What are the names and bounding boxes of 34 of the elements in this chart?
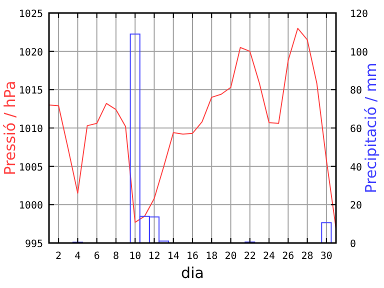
y-tick-label: 1010 <box>18 124 43 135</box>
x-tick-label: 16 <box>186 251 199 262</box>
x-tick-label: 30 <box>320 251 332 262</box>
y2-tick-label: 20 <box>350 200 362 212</box>
y2-tick-label: 40 <box>350 162 362 174</box>
x-tick-label: 14 <box>167 251 180 262</box>
y-tick-label: 1000 <box>18 200 43 212</box>
line-series <box>48 28 336 229</box>
y-tick-label: 1005 <box>18 162 43 174</box>
y-tick-label: 1015 <box>18 86 43 97</box>
x-tick-label: 6 <box>94 251 100 262</box>
x-tick-label: 2 <box>56 251 62 262</box>
x-tick-label: 8 <box>112 251 119 262</box>
y2-axis-title: Precipitació / mm <box>362 62 380 194</box>
x-tick-label: 28 <box>301 251 314 262</box>
y-axis-title: Pressió / hPa <box>1 80 19 176</box>
y2-tick-label: 60 <box>350 124 362 135</box>
y-tick-label: 1020 <box>18 47 43 58</box>
x-tick-label: 24 <box>263 251 276 262</box>
x-tick-label: 26 <box>282 251 294 262</box>
y2-tick-label: 0 <box>350 239 356 250</box>
x-tick-label: 10 <box>129 251 142 262</box>
x-tick-label: 12 <box>148 251 160 262</box>
y2-tick-label: 120 <box>350 9 368 20</box>
y-tick-label: 995 <box>24 239 43 250</box>
y-tick-label: 1025 <box>18 9 43 20</box>
y2-tick-label: 100 <box>350 47 368 58</box>
bar <box>321 222 332 244</box>
x-tick-label: 22 <box>244 251 256 262</box>
x-tick-label: 20 <box>224 251 237 262</box>
x-tick-label: 18 <box>206 251 218 262</box>
x-axis-title: dia <box>181 264 204 282</box>
y2-tick-label: 80 <box>350 86 362 97</box>
x-tick-label: 4 <box>74 251 81 262</box>
